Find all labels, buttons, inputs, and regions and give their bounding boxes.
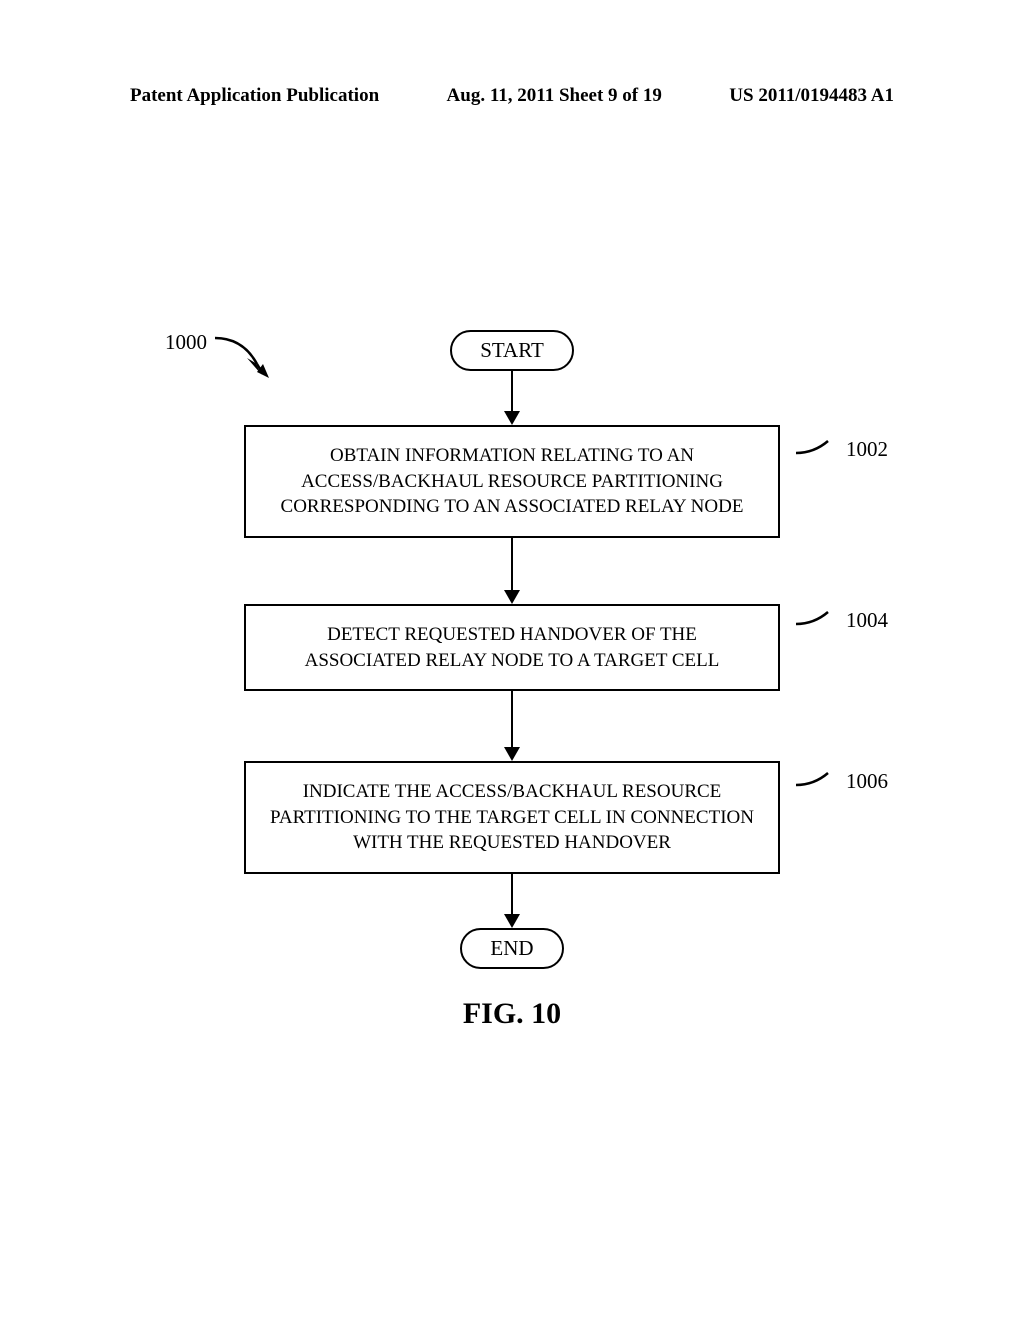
- end-label: END: [490, 936, 533, 960]
- page-header: Patent Application Publication Aug. 11, …: [0, 85, 1024, 107]
- flowchart: START OBTAIN INFORMATION RELATING TO AN …: [0, 330, 1024, 1031]
- ref-step-3-number: 1006: [846, 767, 888, 795]
- figure-caption: FIG. 10: [463, 997, 561, 1031]
- ref-connector-icon: [796, 606, 846, 634]
- start-label: START: [480, 338, 544, 362]
- process-step-1: OBTAIN INFORMATION RELATING TO AN ACCESS…: [244, 425, 780, 538]
- end-terminal: END: [460, 928, 563, 969]
- header-left: Patent Application Publication: [130, 85, 379, 107]
- arrow-1: [504, 371, 520, 425]
- arrow-3: [504, 691, 520, 761]
- ref-step-1-number: 1002: [846, 435, 888, 463]
- header-right: US 2011/0194483 A1: [729, 85, 894, 107]
- header-center: Aug. 11, 2011 Sheet 9 of 19: [447, 85, 662, 107]
- process-step-2-text: DETECT REQUESTED HANDOVER OF THE ASSOCIA…: [305, 624, 720, 671]
- ref-step-2-number: 1004: [846, 606, 888, 634]
- ref-connector-icon: [796, 767, 846, 795]
- start-terminal: START: [450, 330, 574, 371]
- process-step-3-text: INDICATE THE ACCESS/BACKHAUL RESOURCE PA…: [270, 781, 754, 853]
- process-step-2: DETECT REQUESTED HANDOVER OF THE ASSOCIA…: [244, 604, 780, 691]
- process-step-3: INDICATE THE ACCESS/BACKHAUL RESOURCE PA…: [244, 761, 780, 874]
- ref-step-2: 1004: [796, 606, 888, 634]
- process-step-1-text: OBTAIN INFORMATION RELATING TO AN ACCESS…: [281, 445, 744, 517]
- arrow-2: [504, 538, 520, 604]
- ref-step-3: 1006: [796, 767, 888, 795]
- ref-connector-icon: [796, 435, 846, 463]
- ref-step-1: 1002: [796, 435, 888, 463]
- arrow-4: [504, 874, 520, 928]
